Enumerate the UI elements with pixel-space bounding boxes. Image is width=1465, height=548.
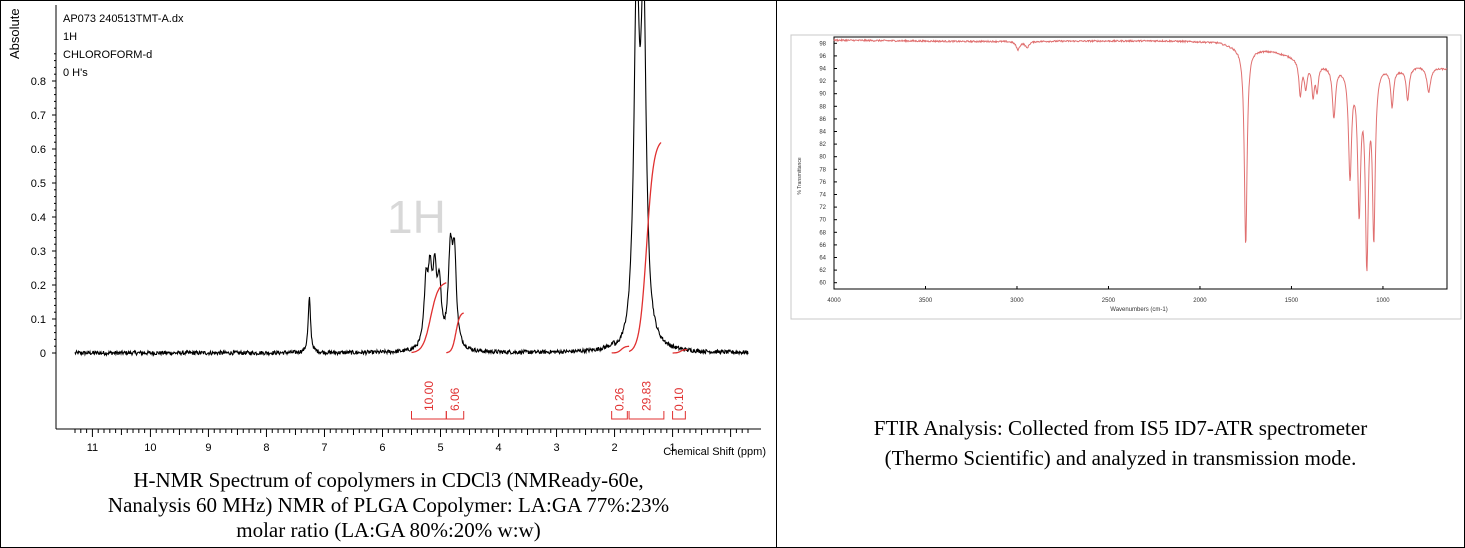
ftir-y-tick-label: 76	[819, 180, 826, 186]
nmr-integral-bracket	[445, 411, 465, 420]
nmr-x-tick-label: 11	[87, 442, 98, 454]
nmr-y-tick-label: 0.7	[31, 110, 46, 122]
ftir-y-tick-label: 66	[819, 243, 826, 249]
nmr-integral-curve	[446, 312, 464, 354]
nmr-y-tick-label: 0.3	[31, 246, 46, 258]
nmr-y-tick-label: 0.1	[31, 314, 46, 326]
ftir-spectrum-line	[833, 38, 1448, 272]
nmr-caption-line-2: Nanalysis 60 MHz) NMR of PLGA Copolymer:…	[107, 493, 670, 517]
ftir-caption-line-2: (Thermo Scientific) and analyzed in tran…	[884, 446, 1357, 470]
nmr-integral-label: 6.06	[448, 387, 462, 411]
ftir-caption-line-1: FTIR Analysis: Collected from IS5 ID7-AT…	[873, 416, 1368, 440]
ftir-y-tick-label: 74	[819, 193, 826, 199]
ftir-y-tick-label: 86	[819, 117, 826, 123]
nmr-integral-label: 0.26	[612, 387, 626, 411]
nmr-integral-curve	[611, 345, 630, 354]
nmr-caption: H-NMR Spectrum of copolymers in CDCl3 (N…	[1, 468, 776, 543]
nmr-chart: 0 0.1 0.2 0.3 0.4 0.5 0.6 0.7 0.8 Absolute 11 10 9 8 7…	[7, 1, 766, 458]
nmr-y-tick-label: 0.5	[31, 178, 46, 190]
ftir-y-tick-label: 64	[819, 256, 826, 262]
nmr-header-line: AP073 240513TMT-A.dx	[63, 13, 184, 25]
ftir-frame	[790, 34, 1462, 320]
ftir-y-tick-label: 94	[819, 67, 826, 73]
nmr-watermark: 1H	[387, 191, 446, 243]
ftir-x-tick-label: 1500	[1285, 298, 1299, 304]
ftir-x-tick-label: 4000	[827, 298, 841, 304]
nmr-integral-bracket	[611, 411, 628, 420]
nmr-integral-label: 10.00	[422, 381, 436, 411]
nmr-x-tick-label: 7	[321, 442, 327, 454]
ftir-y-tick-label: 90	[819, 92, 826, 98]
nmr-y-tick-label: 0.8	[31, 76, 46, 88]
ftir-cell: 98 96 94 92 90 88 86 84 82 80 78 76 74 72 70 68 66 64 62 60…	[777, 1, 1464, 547]
nmr-x-tick-label: 9	[205, 442, 211, 454]
ftir-y-tick-label: 60	[819, 281, 826, 287]
ftir-x-tick-label: 2500	[1102, 298, 1116, 304]
nmr-y-tick-label: 0.6	[31, 144, 46, 156]
nmr-integral-curve	[411, 282, 447, 354]
nmr-spectrum-line	[74, 1, 749, 357]
ftir-y-tick-label: 80	[819, 155, 826, 161]
nmr-integral-curve	[628, 142, 662, 353]
nmr-x-tick-label: 2	[611, 442, 617, 454]
ftir-y-tick-label: 70	[819, 218, 826, 224]
ftir-y-tick-label: 72	[819, 205, 826, 211]
nmr-y-tick-label: 0.2	[31, 280, 46, 292]
nmr-x-tick-label: 4	[495, 442, 501, 454]
nmr-cell: 0 0.1 0.2 0.3 0.4 0.5 0.6 0.7 0.8 Absolute 11 10 9 8 7…	[1, 1, 777, 547]
nmr-integral-label: 29.83	[639, 381, 653, 411]
ftir-y-tick-label: 92	[819, 79, 826, 85]
nmr-x-tick-label: 6	[379, 442, 385, 454]
nmr-x-tick-label: 3	[553, 442, 559, 454]
ftir-chart: 98 96 94 92 90 88 86 84 82 80 78 76 74 72 70 68 66 64 62 60…	[790, 34, 1462, 320]
nmr-y-tick-label: 0.4	[31, 212, 46, 224]
nmr-x-tick-label: 5	[437, 442, 443, 454]
ftir-y-axis-label: % Transmittance	[797, 157, 803, 194]
nmr-x-axis-label: Chemical Shift (ppm)	[663, 446, 766, 458]
ftir-y-tick-label: 84	[819, 130, 826, 136]
ftir-x-tick-label: 3500	[919, 298, 933, 304]
nmr-y-tick-label: 0	[40, 348, 46, 360]
nmr-x-tick-label: 1	[670, 442, 676, 454]
nmr-y-axis-label: Absolute	[7, 8, 22, 59]
ftir-y-tick-label: 96	[819, 54, 826, 60]
nmr-integral-bracket	[411, 411, 447, 420]
ftir-y-tick-label: 82	[819, 142, 826, 148]
ftir-x-tick-label: 1000	[1376, 298, 1390, 304]
ftir-y-tick-label: 62	[819, 268, 826, 274]
nmr-x-tick-label: 10	[144, 442, 156, 454]
ftir-y-tick-label: 78	[819, 167, 826, 173]
nmr-integral-curve	[672, 349, 688, 354]
nmr-caption-line-3: molar ratio (LA:GA 80%:20% w:w)	[236, 518, 541, 542]
ftir-x-tick-label: 3000	[1010, 298, 1024, 304]
nmr-header-line: 1H	[63, 31, 77, 43]
ftir-y-tick-label: 68	[819, 230, 826, 236]
ftir-y-tick-label: 98	[819, 41, 826, 47]
ftir-y-tick-label: 88	[819, 104, 826, 110]
nmr-x-tick-label: 8	[263, 442, 269, 454]
ftir-x-tick-label: 2000	[1193, 298, 1207, 304]
nmr-integral-bracket	[628, 411, 665, 420]
nmr-caption-line-1: H-NMR Spectrum of copolymers in CDCl3 (N…	[133, 468, 644, 492]
nmr-header-line: 0 H's	[63, 67, 88, 79]
ftir-caption: FTIR Analysis: Collected from IS5 ID7-AT…	[777, 413, 1464, 473]
ftir-x-axis-label: Wavenumbers (cm-1)	[1110, 307, 1167, 313]
ftir-plot-area	[833, 36, 1448, 290]
nmr-header-line: CHLOROFORM-d	[63, 49, 152, 61]
nmr-integral-bracket	[672, 411, 686, 420]
nmr-integral-label: 0.10	[672, 387, 686, 411]
